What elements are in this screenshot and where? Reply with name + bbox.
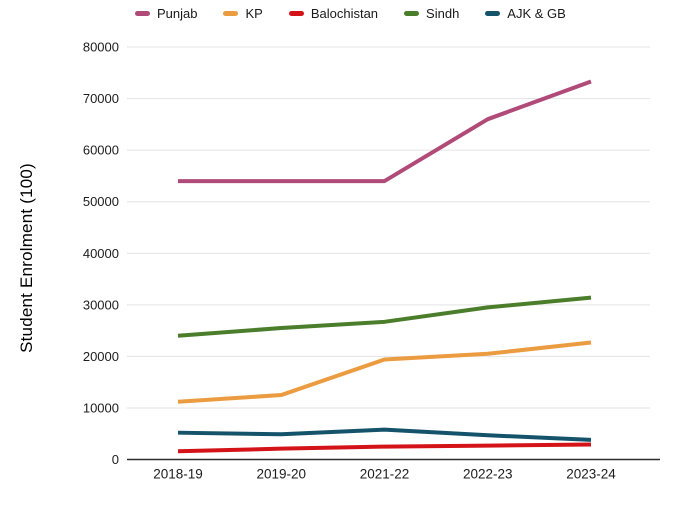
legend-item-sindh: Sindh [404, 7, 459, 20]
legend-label: Balochistan [310, 6, 379, 21]
series-line-kp [177, 340, 592, 404]
y-tick-label: 50000 [83, 194, 119, 209]
legend-swatch-kp [223, 11, 239, 16]
series-line-ajk-gb [177, 427, 592, 442]
legend-swatch-ajk-gb [485, 11, 501, 16]
y-tick-label: 10000 [83, 400, 119, 415]
y-tick-label: 80000 [83, 40, 119, 55]
series-line-balochistan [177, 442, 592, 454]
x-tick-label: 2021-22 [360, 467, 410, 482]
legend-swatch-punjab [135, 11, 150, 16]
y-tick-label: 60000 [83, 143, 119, 158]
y-tick-label: 30000 [83, 297, 119, 312]
legend-label: KP [245, 6, 263, 21]
x-tick-label: 2018-19 [153, 467, 203, 482]
legend-label: Punjab [157, 6, 198, 21]
x-tick-label: 2019-20 [256, 467, 306, 482]
legend-item-punjab: Punjab [135, 7, 197, 20]
legend-item-kp: KP [223, 6, 263, 21]
legend-label: Sindh [426, 6, 460, 21]
y-tick-label: 20000 [83, 349, 119, 364]
y-tick-label: 40000 [83, 246, 119, 261]
series-line-sindh [177, 295, 592, 338]
y-tick-label: 70000 [83, 91, 119, 106]
legend-swatch-sindh [404, 11, 420, 16]
legend: Punjab KP Balochistan Sindh AJK & GB [135, 7, 566, 20]
legend-label: AJK & GB [507, 6, 566, 21]
legend-item-balochistan: Balochistan [288, 6, 379, 21]
x-tick-label: 2022-23 [463, 467, 513, 482]
y-tick-label: 0 [112, 452, 119, 467]
x-tick-label: 2023-24 [566, 467, 616, 482]
series-line-punjab [178, 79, 592, 184]
legend-item-ajk-gb: AJK & GB [485, 7, 566, 20]
legend-swatch-balochistan [288, 11, 304, 16]
